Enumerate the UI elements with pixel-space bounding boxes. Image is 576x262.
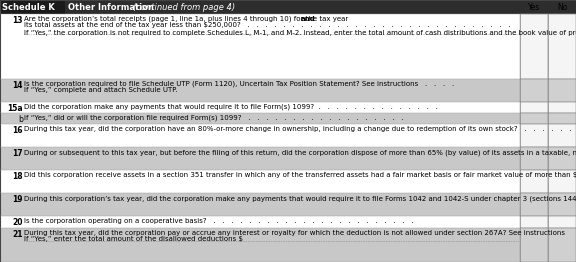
Bar — [0, 193, 520, 216]
Bar — [548, 148, 576, 170]
Bar — [548, 170, 576, 193]
Bar — [0, 0, 576, 14]
Text: its total assets at the end of the tax year less than $250,000?   .   .   .   . : its total assets at the end of the tax y… — [24, 23, 511, 29]
Text: 18: 18 — [12, 172, 23, 181]
Text: If “Yes,” did or will the corporation file required Form(s) 1099?   .   .   .   : If “Yes,” did or will the corporation fi… — [24, 115, 404, 122]
Text: 16: 16 — [13, 127, 23, 135]
Bar — [548, 14, 576, 79]
Bar — [0, 124, 520, 148]
Text: 20: 20 — [13, 218, 23, 227]
Text: Other Information: Other Information — [68, 3, 157, 12]
Text: Did this corporation receive assets in a section 351 transfer in which any of th: Did this corporation receive assets in a… — [24, 172, 576, 178]
Bar — [0, 228, 520, 262]
Text: and: and — [301, 16, 315, 22]
Text: During this tax year, did the corporation have an 80%-or-more change in ownershi: During this tax year, did the corporatio… — [24, 127, 576, 133]
Text: 14: 14 — [13, 81, 23, 90]
Bar — [0, 113, 520, 124]
Text: If “Yes,” complete and attach Schedule UTP.: If “Yes,” complete and attach Schedule U… — [24, 87, 177, 93]
Bar — [548, 79, 576, 102]
Bar — [520, 113, 548, 124]
Text: b: b — [18, 115, 23, 124]
Text: 21: 21 — [13, 230, 23, 239]
Text: Schedule K: Schedule K — [2, 3, 55, 12]
Bar — [0, 0, 65, 14]
Bar — [520, 193, 548, 216]
Bar — [0, 170, 520, 193]
Bar — [520, 14, 548, 79]
Text: If “Yes,” the corporation is not required to complete Schedules L, M-1, and M-2.: If “Yes,” the corporation is not require… — [24, 29, 576, 35]
Text: Is the corporation operating on a cooperative basis?   .   .   .   .   .   .   .: Is the corporation operating on a cooper… — [24, 218, 414, 224]
Text: Yes: Yes — [528, 3, 540, 12]
Text: During this tax year, did the corporation pay or accrue any interest or royalty : During this tax year, did the corporatio… — [24, 230, 565, 236]
Text: 19: 19 — [13, 195, 23, 204]
Bar — [0, 148, 520, 170]
Bar — [520, 228, 548, 262]
Text: Is the corporation required to file Schedule UTP (Form 1120), Uncertain Tax Posi: Is the corporation required to file Sche… — [24, 81, 454, 87]
Bar — [548, 228, 576, 262]
Text: Did the corporation make any payments that would require it to file Form(s) 1099: Did the corporation make any payments th… — [24, 103, 438, 110]
Bar — [0, 79, 520, 102]
Text: Are the corporation’s total receipts (page 1, line 1a, plus lines 4 through 10) : Are the corporation’s total receipts (pa… — [24, 16, 351, 23]
Text: 13: 13 — [13, 16, 23, 25]
Bar — [520, 148, 548, 170]
Bar — [520, 170, 548, 193]
Text: (continued from page 4): (continued from page 4) — [133, 3, 235, 12]
Text: 17: 17 — [12, 149, 23, 158]
Bar — [520, 102, 548, 113]
Text: During or subsequent to this tax year, but before the filing of this return, did: During or subsequent to this tax year, b… — [24, 149, 576, 156]
Bar — [548, 216, 576, 228]
Bar — [0, 102, 520, 113]
Bar — [520, 124, 548, 148]
Bar — [0, 14, 520, 79]
Bar — [0, 216, 520, 228]
Bar — [548, 124, 576, 148]
Bar — [548, 102, 576, 113]
Bar — [520, 79, 548, 102]
Text: If “Yes,” enter the total amount of the disallowed deductions $: If “Yes,” enter the total amount of the … — [24, 236, 243, 242]
Text: 15a: 15a — [7, 103, 23, 113]
Bar — [548, 113, 576, 124]
Bar — [548, 193, 576, 216]
Bar — [520, 216, 548, 228]
Text: No: No — [557, 3, 567, 12]
Text: During this corporation’s tax year, did the corporation make any payments that w: During this corporation’s tax year, did … — [24, 195, 576, 202]
